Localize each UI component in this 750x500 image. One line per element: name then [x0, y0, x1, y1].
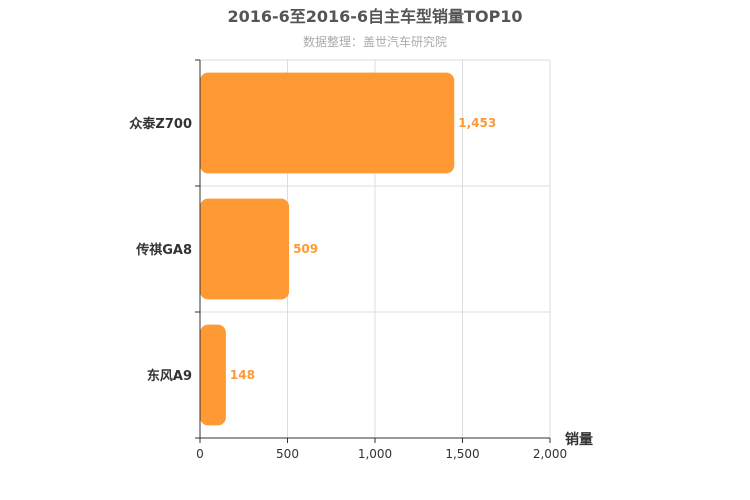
x-tick-label: 1,500: [445, 447, 479, 461]
x-tick-label: 0: [196, 447, 204, 461]
x-tick-label: 1,000: [358, 447, 392, 461]
x-tick-label: 2,000: [533, 447, 567, 461]
bar-value-label: 1,453: [458, 116, 496, 130]
chart-title: 2016-6至2016-6自主车型销量TOP10: [227, 7, 522, 26]
bar: [200, 324, 226, 426]
category-label: 东风A9: [147, 368, 192, 384]
bar-value-label: 509: [293, 242, 318, 256]
category-label: 传祺GA8: [135, 242, 192, 258]
x-tick-label: 500: [276, 447, 299, 461]
axes: 0 500 1,000 1,500 2,000 众泰Z700 传祺GA8 东风A9: [129, 59, 567, 461]
bar: [200, 72, 455, 174]
bars: 1,453 509 148: [200, 72, 496, 426]
chart-subtitle: 数据整理：盖世汽车研究院: [303, 34, 447, 49]
bar: [200, 198, 290, 300]
category-label: 众泰Z700: [129, 116, 192, 132]
x-axis-title: 销量: [565, 431, 593, 448]
bar-value-label: 148: [230, 368, 255, 382]
